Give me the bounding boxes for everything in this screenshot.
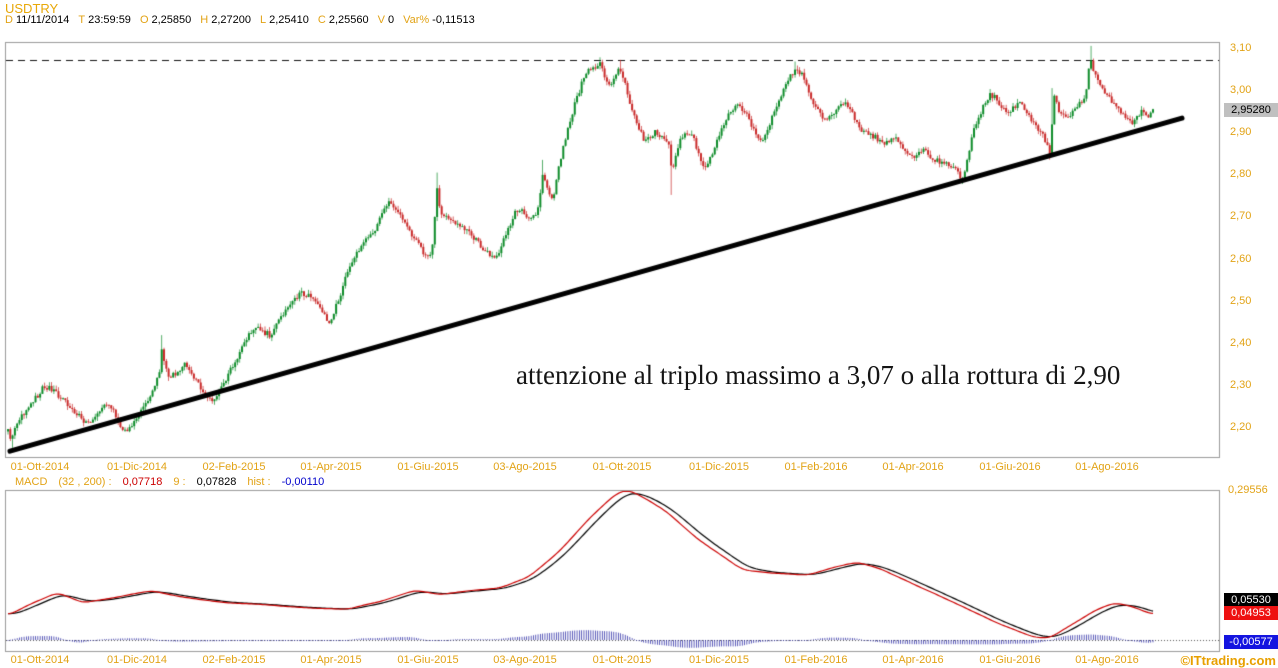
macd-line-value-tag: 0,04953 [1224, 606, 1278, 620]
macd-legend-item-6: -0,00110 [281, 476, 325, 488]
ohlc-field-label: H [200, 14, 209, 26]
date-tick-macd-3: 01-Apr-2015 [300, 654, 362, 666]
date-tick-macd-2: 02-Feb-2015 [202, 654, 266, 666]
ohlc-field-label: L [259, 14, 267, 26]
ohlc-field-l: L 2,25410 [260, 14, 309, 26]
date-tick-main-9: 01-Apr-2016 [882, 461, 944, 473]
date-tick-main-3: 01-Apr-2015 [300, 461, 362, 473]
ohlc-field-label: O [139, 14, 149, 26]
date-tick-macd-6: 01-Ott-2015 [592, 654, 652, 666]
ohlc-field-label: Var% [403, 14, 430, 26]
date-tick-macd-4: 01-Giu-2015 [397, 654, 459, 666]
macd-legend-item-1: (32 , 200) : [58, 476, 112, 488]
date-tick-main-6: 01-Ott-2015 [592, 461, 652, 473]
ohlc-field-label: D [5, 14, 13, 26]
macd-legend-item-3: 9 : [173, 476, 186, 488]
date-tick-macd-11: 01-Ago-2016 [1075, 654, 1139, 666]
date-tick-main-11: 01-Ago-2016 [1075, 461, 1139, 473]
ohlc-field-value: 2,27200 [211, 14, 251, 26]
date-tick-main-4: 01-Giu-2015 [397, 461, 459, 473]
date-tick-main-0: 01-Ott-2014 [10, 461, 70, 473]
macd-legend-item-2: 0,07718 [122, 476, 163, 488]
date-tick-main-10: 01-Giu-2016 [979, 461, 1041, 473]
date-tick-macd-9: 01-Apr-2016 [882, 654, 944, 666]
ohlc-field-value: 2,25560 [328, 14, 369, 26]
date-tick-main-8: 01-Feb-2016 [784, 461, 848, 473]
price-axis-label-3,10: 3,10 [1230, 41, 1252, 54]
price-axis-label-2,20: 2,20 [1230, 421, 1252, 434]
macd-legend-item-0: MACD [15, 476, 48, 488]
macd-signal-value-tag: 0,05530 [1224, 593, 1278, 607]
macd-legend-item-5: hist : [247, 476, 271, 488]
ohlc-field-label: V [377, 14, 385, 26]
date-tick-main-5: 03-Ago-2015 [493, 461, 557, 473]
date-tick-macd-10: 01-Giu-2016 [979, 654, 1041, 666]
date-tick-main-2: 02-Feb-2015 [202, 461, 266, 473]
ohlc-field-label: T [78, 14, 86, 26]
watermark-logo: ©ITtrading.com [1180, 653, 1276, 668]
ohlc-field-h: H 2,27200 [200, 14, 251, 26]
macd-legend-item-4: 0,07828 [196, 476, 237, 488]
date-tick-macd-1: 01-Dic-2014 [107, 654, 167, 666]
date-tick-macd-7: 01-Dic-2015 [689, 654, 749, 666]
date-tick-main-1: 01-Dic-2014 [107, 461, 167, 473]
ohlc-field-label: C [317, 14, 326, 26]
ohlc-field-o: O 2,25850 [140, 14, 191, 26]
ohlc-field-value: 11/11/2014 [15, 14, 70, 26]
chart-annotation-text: attenzione al triplo massimo a 3,07 o al… [516, 360, 1121, 390]
price-axis-label-2,50: 2,50 [1230, 294, 1252, 307]
ohlc-field-value: 0 [387, 14, 395, 26]
ohlc-field-t: T 23:59:59 [78, 14, 131, 26]
ohlc-field-value: 2,25850 [151, 14, 192, 26]
ohlc-field-c: C 2,25560 [318, 14, 369, 26]
ohlc-field-value: -0,11513 [432, 14, 475, 26]
price-axis-label-2,60: 2,60 [1230, 252, 1252, 265]
symbol-title: USDTRY [5, 1, 59, 16]
macd-scale-max-label: 0,29556 [1228, 484, 1268, 496]
price-axis-label-2,30: 2,30 [1230, 379, 1252, 392]
date-tick-main-7: 01-Dic-2015 [689, 461, 749, 473]
ohlc-info-bar: D 11/11/2014 T 23:59:59 O 2,25850 H 2,27200 L 2,2… [5, 14, 475, 26]
ohlc-field-value: 2,25410 [269, 14, 309, 26]
last-price-tag: 2,95280 [1224, 103, 1278, 117]
price-axis-label-2,40: 2,40 [1230, 337, 1252, 350]
date-tick-macd-5: 03-Ago-2015 [493, 654, 557, 666]
price-axis-label-3,00: 3,00 [1230, 83, 1252, 96]
price-axis-label-2,90: 2,90 [1230, 125, 1252, 138]
price-axis-label-2,70: 2,70 [1230, 210, 1252, 223]
ohlc-field-d: D 11/11/2014 [5, 14, 69, 26]
price-axis-label-2,80: 2,80 [1230, 168, 1252, 181]
date-tick-macd-0: 01-Ott-2014 [10, 654, 70, 666]
macd-hist-value-tag: -0,00577 [1224, 635, 1278, 649]
date-tick-macd-8: 01-Feb-2016 [784, 654, 848, 666]
ohlc-field-var: Var% -0,11513 [403, 14, 475, 26]
ohlc-field-value: 23:59:59 [88, 14, 131, 26]
macd-legend: MACD (32 , 200) : 0,07718 9 : 0,07828 hist :-… [15, 476, 324, 488]
